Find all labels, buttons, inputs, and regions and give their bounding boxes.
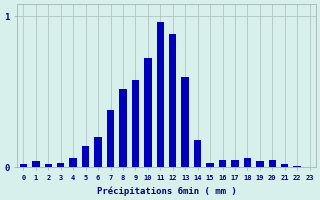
Bar bbox=[132, 80, 139, 167]
Bar bbox=[82, 146, 89, 167]
Bar bbox=[181, 77, 189, 167]
Bar bbox=[20, 164, 27, 167]
Bar bbox=[256, 161, 264, 167]
Bar bbox=[281, 164, 288, 167]
Bar bbox=[156, 22, 164, 167]
X-axis label: Précipitations 6min ( mm ): Précipitations 6min ( mm ) bbox=[97, 186, 236, 196]
Bar bbox=[231, 160, 239, 167]
Bar bbox=[119, 89, 127, 167]
Bar bbox=[293, 166, 301, 167]
Bar bbox=[244, 158, 251, 167]
Bar bbox=[169, 34, 176, 167]
Bar bbox=[206, 163, 214, 167]
Bar bbox=[194, 140, 201, 167]
Bar bbox=[107, 110, 114, 167]
Bar bbox=[94, 137, 102, 167]
Bar bbox=[219, 160, 226, 167]
Bar bbox=[69, 158, 77, 167]
Bar bbox=[57, 163, 64, 167]
Bar bbox=[144, 58, 152, 167]
Bar bbox=[44, 164, 52, 167]
Bar bbox=[268, 160, 276, 167]
Bar bbox=[32, 161, 40, 167]
